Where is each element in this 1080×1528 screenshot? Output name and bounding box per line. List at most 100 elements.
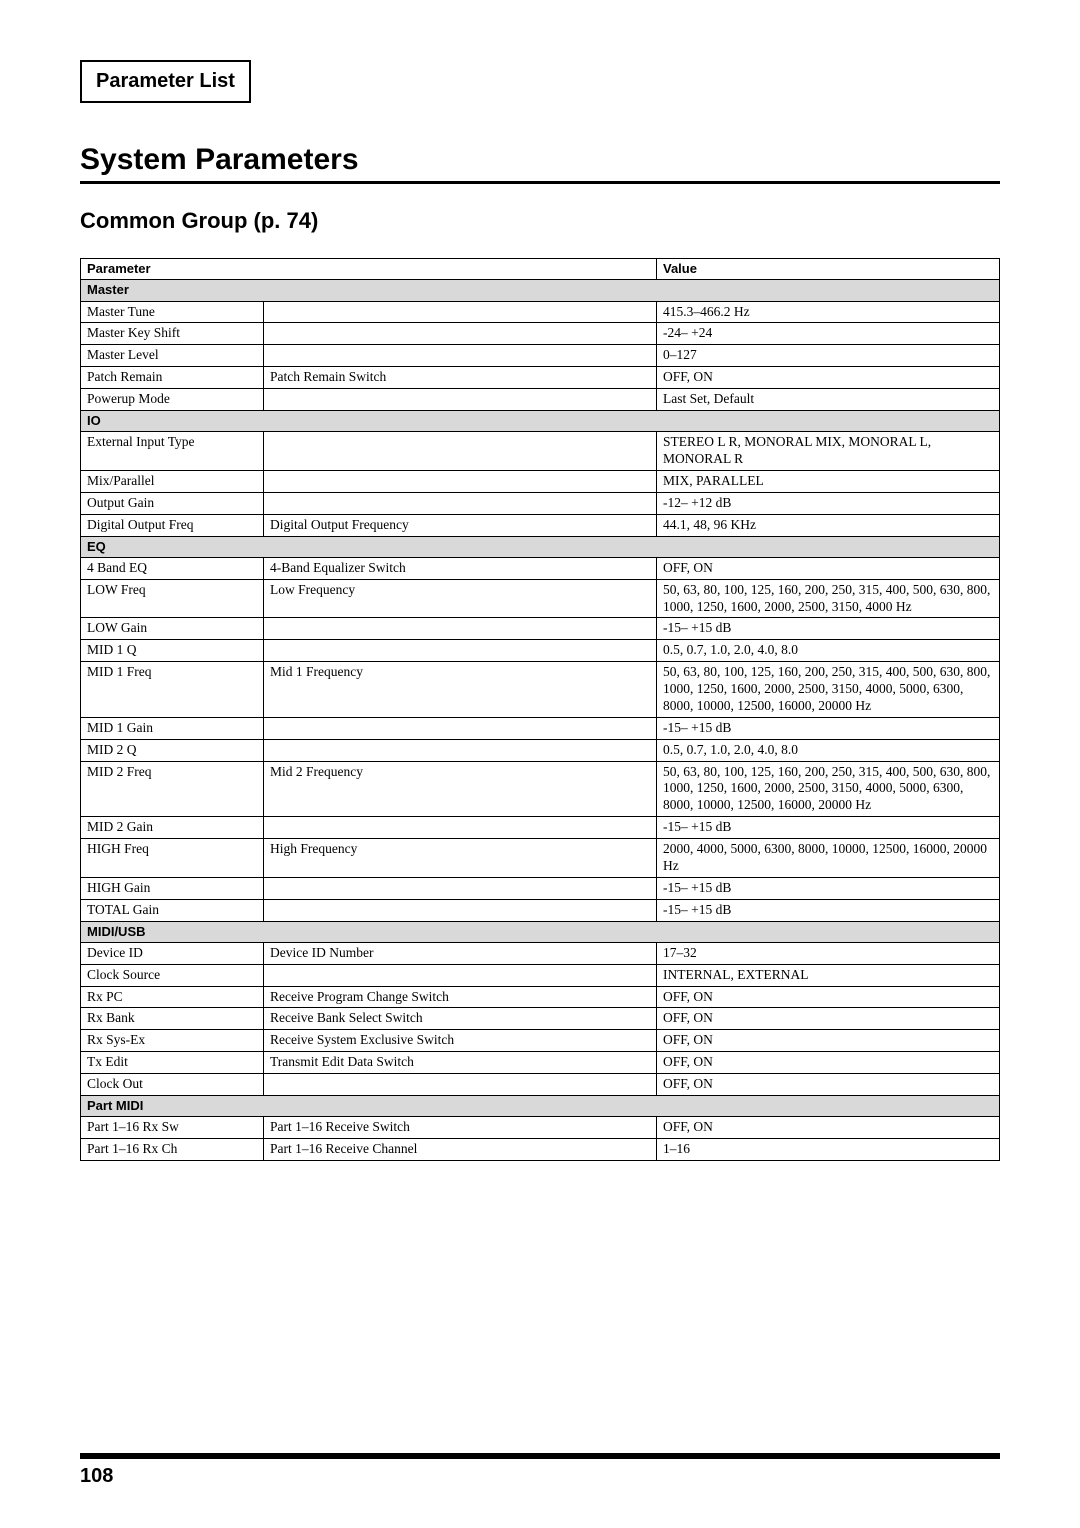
table-row: Patch RemainPatch Remain SwitchOFF, ON xyxy=(81,367,1000,389)
group-name: Part MIDI xyxy=(81,1095,1000,1116)
param-name: Master Level xyxy=(81,345,264,367)
param-desc: Part 1–16 Receive Switch xyxy=(264,1117,657,1139)
param-value: OFF, ON xyxy=(657,986,1000,1008)
param-desc: Mid 1 Frequency xyxy=(264,662,657,718)
table-row: Part 1–16 Rx SwPart 1–16 Receive SwitchO… xyxy=(81,1117,1000,1139)
param-value: 0–127 xyxy=(657,345,1000,367)
param-name: HIGH Freq xyxy=(81,839,264,878)
table-row: HIGH Gain -15– +15 dB xyxy=(81,877,1000,899)
param-value: MIX, PARALLEL xyxy=(657,470,1000,492)
param-desc xyxy=(264,640,657,662)
param-name: Mix/Parallel xyxy=(81,470,264,492)
table-row: LOW FreqLow Frequency50, 63, 80, 100, 12… xyxy=(81,579,1000,618)
table-row: External Input Type STEREO L R, MONORAL M… xyxy=(81,432,1000,471)
param-name: Rx Sys-Ex xyxy=(81,1030,264,1052)
param-value: OFF, ON xyxy=(657,1052,1000,1074)
param-value: -15– +15 dB xyxy=(657,877,1000,899)
param-name: MID 1 Q xyxy=(81,640,264,662)
group-row: MIDI/USB xyxy=(81,921,1000,942)
param-value: 17–32 xyxy=(657,942,1000,964)
param-desc xyxy=(264,1074,657,1096)
param-name: Patch Remain xyxy=(81,367,264,389)
table-row: Mix/Parallel MIX, PARALLEL xyxy=(81,470,1000,492)
param-desc xyxy=(264,739,657,761)
group-row: EQ xyxy=(81,536,1000,557)
param-desc xyxy=(264,717,657,739)
table-row: Output Gain -12– +12 dB xyxy=(81,492,1000,514)
param-desc xyxy=(264,964,657,986)
table-header-row: Parameter Value xyxy=(81,259,1000,280)
param-value: -15– +15 dB xyxy=(657,717,1000,739)
param-value: 415.3–466.2 Hz xyxy=(657,301,1000,323)
col-header-value: Value xyxy=(657,259,1000,280)
page-footer: 108 xyxy=(80,1453,1000,1488)
page-number: 108 xyxy=(80,1465,1000,1488)
param-name: Device ID xyxy=(81,942,264,964)
param-desc xyxy=(264,899,657,921)
group-row: Master xyxy=(81,280,1000,301)
param-name: Digital Output Freq xyxy=(81,514,264,536)
param-name: Rx Bank xyxy=(81,1008,264,1030)
header-box: Parameter List xyxy=(80,60,251,103)
param-value: 50, 63, 80, 100, 125, 160, 200, 250, 315… xyxy=(657,579,1000,618)
table-row: MID 2 Q0.5, 0.7, 1.0, 2.0, 4.0, 8.0 xyxy=(81,739,1000,761)
table-row: Clock OutOFF, ON xyxy=(81,1074,1000,1096)
table-row: Part 1–16 Rx ChPart 1–16 Receive Channel… xyxy=(81,1139,1000,1161)
param-desc: High Frequency xyxy=(264,839,657,878)
param-name: Clock Out xyxy=(81,1074,264,1096)
param-value: -12– +12 dB xyxy=(657,492,1000,514)
param-name: Master Key Shift xyxy=(81,323,264,345)
param-value: 2000, 4000, 5000, 6300, 8000, 10000, 125… xyxy=(657,839,1000,878)
group-row: IO xyxy=(81,410,1000,431)
table-row: Device IDDevice ID Number17–32 xyxy=(81,942,1000,964)
param-desc xyxy=(264,877,657,899)
param-name: MID 2 Q xyxy=(81,739,264,761)
table-row: Powerup Mode Last Set, Default xyxy=(81,389,1000,411)
table-row: MID 2 Gain-15– +15 dB xyxy=(81,817,1000,839)
param-desc: Part 1–16 Receive Channel xyxy=(264,1139,657,1161)
param-name: TOTAL Gain xyxy=(81,899,264,921)
param-value: 50, 63, 80, 100, 125, 160, 200, 250, 315… xyxy=(657,662,1000,718)
param-name: MID 1 Freq xyxy=(81,662,264,718)
param-desc: Receive System Exclusive Switch xyxy=(264,1030,657,1052)
param-desc xyxy=(264,817,657,839)
param-desc: Patch Remain Switch xyxy=(264,367,657,389)
table-row: Rx Sys-ExReceive System Exclusive Switch… xyxy=(81,1030,1000,1052)
subsection-title: Common Group (p. 74) xyxy=(80,208,1000,234)
param-desc: Receive Bank Select Switch xyxy=(264,1008,657,1030)
param-value: 50, 63, 80, 100, 125, 160, 200, 250, 315… xyxy=(657,761,1000,817)
group-name: EQ xyxy=(81,536,1000,557)
param-desc xyxy=(264,432,657,471)
table-row: Master Key Shift-24– +24 xyxy=(81,323,1000,345)
param-name: HIGH Gain xyxy=(81,877,264,899)
group-row: Part MIDI xyxy=(81,1095,1000,1116)
param-value: 44.1, 48, 96 KHz xyxy=(657,514,1000,536)
param-name: Powerup Mode xyxy=(81,389,264,411)
param-desc xyxy=(264,618,657,640)
table-row: Clock SourceINTERNAL, EXTERNAL xyxy=(81,964,1000,986)
param-value: OFF, ON xyxy=(657,367,1000,389)
param-value: OFF, ON xyxy=(657,1030,1000,1052)
param-name: MID 2 Gain xyxy=(81,817,264,839)
param-value: 1–16 xyxy=(657,1139,1000,1161)
param-name: LOW Freq xyxy=(81,579,264,618)
section-title: System Parameters xyxy=(80,143,1000,177)
header-box-title: Parameter List xyxy=(96,70,235,92)
param-value: Last Set, Default xyxy=(657,389,1000,411)
group-name: MIDI/USB xyxy=(81,921,1000,942)
param-desc: Transmit Edit Data Switch xyxy=(264,1052,657,1074)
param-value: OFF, ON xyxy=(657,1008,1000,1030)
table-row: 4 Band EQ4-Band Equalizer SwitchOFF, ON xyxy=(81,557,1000,579)
param-desc: Mid 2 Frequency xyxy=(264,761,657,817)
param-name: MID 2 Freq xyxy=(81,761,264,817)
param-desc xyxy=(264,389,657,411)
param-name: MID 1 Gain xyxy=(81,717,264,739)
table-row: MID 1 Q0.5, 0.7, 1.0, 2.0, 4.0, 8.0 xyxy=(81,640,1000,662)
param-name: Rx PC xyxy=(81,986,264,1008)
param-desc: 4-Band Equalizer Switch xyxy=(264,557,657,579)
param-name: Output Gain xyxy=(81,492,264,514)
param-value: OFF, ON xyxy=(657,557,1000,579)
param-name: External Input Type xyxy=(81,432,264,471)
table-row: Rx PCReceive Program Change SwitchOFF, O… xyxy=(81,986,1000,1008)
param-value: STEREO L R, MONORAL MIX, MONORAL L, MONO… xyxy=(657,432,1000,471)
